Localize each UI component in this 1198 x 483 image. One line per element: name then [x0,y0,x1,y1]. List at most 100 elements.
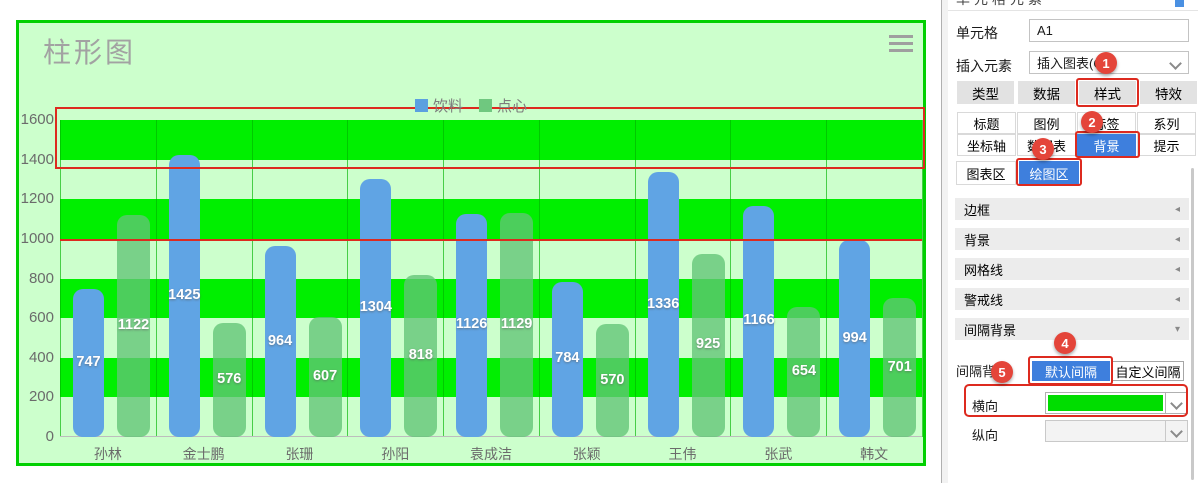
section-警戒线[interactable]: 警戒线 ◂ [955,288,1189,310]
bar-饮料[interactable] [73,289,104,437]
chart-area[interactable]: 柱形图 饮料 点心 1600 1400 1200 1000 800 600 400 200 0 7… [16,20,926,466]
cell-input[interactable] [1029,19,1189,42]
chevron-down-icon [1169,57,1182,70]
bar-饮料[interactable] [551,281,583,437]
tab-1[interactable]: 类型 [957,81,1014,104]
bar-点心[interactable] [212,322,246,437]
bar-value-label: 654 [791,363,817,380]
chevron-collapsed-icon: ◂ [1174,233,1180,245]
chevron-collapsed-icon: ◂ [1174,263,1180,275]
bar-点心[interactable] [691,253,725,437]
interval-stripe [60,318,922,358]
area-tab-绘图区[interactable]: 绘图区 [1019,161,1079,185]
custom-interval-button[interactable]: 自定义间隔 [1112,361,1184,381]
chart-title: 柱形图 [43,37,137,68]
x-category-label: 张颖 [572,446,601,462]
bar-value-label: 570 [600,371,625,388]
step-badge-4: 4 [1054,332,1076,354]
section-间隔背景[interactable]: 间隔背景 ▾ [955,318,1189,340]
x-category-label: 孙阳 [381,446,410,462]
bar-点心[interactable] [500,213,534,437]
bar-点心[interactable] [404,274,438,437]
subtab-图例[interactable]: 图例 [1017,112,1076,134]
bar-value-label: 1129 [500,316,533,333]
bar-value-label: 1126 [455,316,488,333]
y-tick-label: 800 [28,269,54,287]
x-category-label: 金士鹏 [182,446,225,462]
chevron-down-icon[interactable] [1165,393,1187,413]
section-网格线[interactable]: 网格线 ◂ [955,258,1189,280]
gridline [826,120,828,437]
hamburger-menu-icon[interactable] [889,35,913,52]
gridline [538,120,540,437]
interval-stripe [60,199,922,239]
subtab-标题[interactable]: 标题 [957,112,1016,134]
legend-swatch-icon [479,99,492,112]
horizontal-label: 横向 [972,399,999,414]
interval-stripe [60,120,922,160]
interval-stripe [60,159,922,200]
area-tab-图表区[interactable]: 图表区 [956,161,1016,185]
y-tick-label: 0 [45,428,54,445]
x-category-label: 王伟 [668,446,697,462]
section-背景[interactable]: 背景 ◂ [955,228,1189,250]
subtab-提示[interactable]: 提示 [1137,134,1196,156]
plot-area[interactable]: 747 1425 964 1304 1126 784 1336 1166 994 1122 576 6… [60,120,923,462]
interval-stripe [60,397,922,437]
x-category-label: 张武 [764,446,793,462]
insert-element-value: 插入图表(C) [1037,56,1108,71]
bar-value-label: 1166 [743,312,775,329]
y-tick-label: 1400 [20,150,54,168]
bar-value-label: 576 [217,370,242,387]
default-interval-button[interactable]: 默认间隔 [1032,361,1110,381]
pin-icon[interactable] [1175,0,1184,7]
chevron-down-icon[interactable] [1165,421,1187,441]
tab-3[interactable]: 样式 [1079,81,1136,104]
panel-header-title: 单元格元素 [956,0,1198,9]
subtab-背景[interactable]: 背景 [1077,134,1136,156]
subtab-系列[interactable]: 系列 [1137,112,1196,134]
x-axis-line [60,436,922,437]
section-边框[interactable]: 边框 ◂ [955,198,1189,220]
bar-点心[interactable] [787,307,821,437]
bar-饮料[interactable] [839,240,871,437]
bar-饮料[interactable] [360,178,392,437]
cell-label: 单元格 [956,25,998,41]
bar-value-label: 747 [76,354,101,370]
gridline [155,120,157,437]
green-color-swatch [1048,395,1163,411]
legend-label: 饮料 [432,98,463,115]
bar-点心[interactable] [308,316,342,437]
bar-点心[interactable] [595,324,629,437]
bar-value-label: 1336 [647,295,680,312]
subtab-坐标轴[interactable]: 坐标轴 [957,134,1016,156]
panel-header: 单元格元素 [948,0,1198,11]
horizontal-color-dropdown[interactable] [1045,392,1188,414]
legend-swatch-icon [414,99,428,112]
chart-legend[interactable]: 饮料 点心 [414,95,527,116]
bar-value-label: 964 [267,332,293,349]
empty-color-swatch [1048,423,1163,439]
bar-value-label: 1122 [117,316,150,333]
bar-饮料[interactable] [743,205,775,437]
bar-点心[interactable] [883,298,917,437]
chevron-collapsed-icon: ◂ [1174,293,1180,305]
bar-value-label: 1425 [168,286,201,303]
tab-4[interactable]: 特效 [1140,81,1197,104]
panel-scrollbar[interactable] [1191,168,1194,480]
bar-饮料[interactable] [168,154,200,437]
tab-2[interactable]: 数据 [1018,81,1075,104]
bar-点心[interactable] [117,214,150,437]
bar-饮料[interactable] [456,213,488,437]
chevron-collapsed-icon: ◂ [1174,203,1180,215]
x-category-label: 张珊 [285,446,314,462]
legend-item-饮料[interactable]: 饮料 [414,95,463,116]
bar-饮料[interactable] [647,172,679,437]
legend-item-点心[interactable]: 点心 [479,95,527,116]
bar-value-label: 1304 [359,298,392,315]
vertical-label: 纵向 [972,428,999,443]
step-badge-1: 1 [1095,52,1117,74]
vertical-color-dropdown[interactable] [1045,420,1188,442]
bar-value-label: 607 [312,367,338,384]
bar-饮料[interactable] [264,246,296,437]
